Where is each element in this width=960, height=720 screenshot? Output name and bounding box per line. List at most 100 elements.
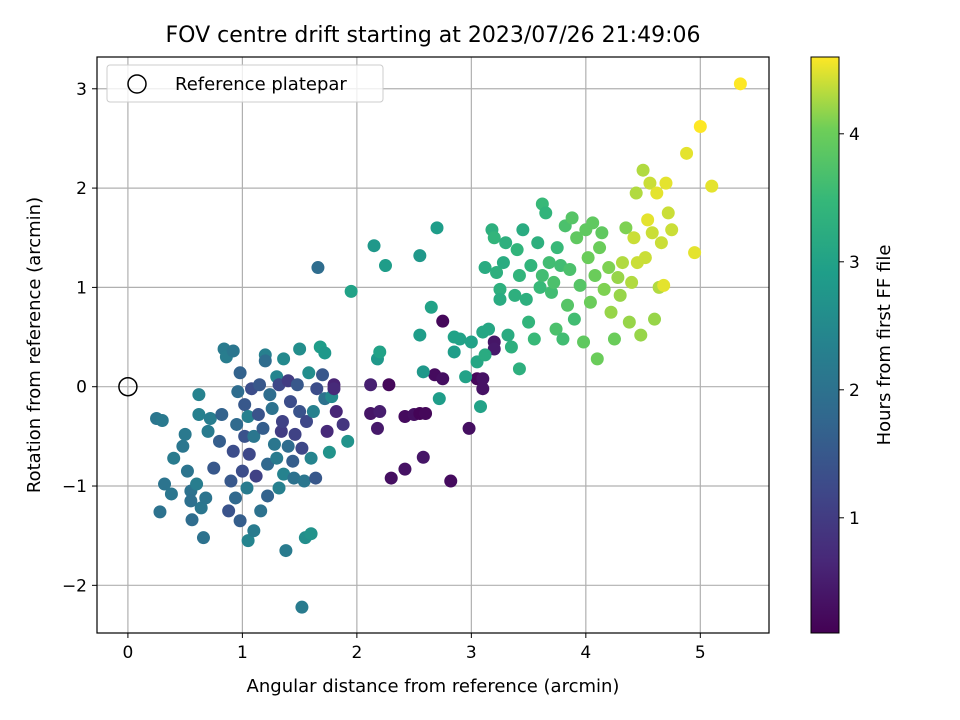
data-point [185, 513, 199, 527]
data-point [444, 474, 458, 488]
data-point [256, 421, 270, 435]
data-point [607, 332, 621, 346]
data-point [295, 600, 309, 614]
y-tick-label: 2 [76, 179, 87, 199]
data-point [277, 467, 291, 481]
data-point [254, 504, 268, 518]
data-point [508, 288, 522, 302]
data-point [233, 514, 247, 528]
y-tick-label: 1 [76, 278, 87, 298]
data-point [419, 407, 433, 421]
data-point [615, 256, 629, 270]
data-point [593, 241, 607, 255]
data-point [180, 464, 194, 478]
x-tick-label: 2 [351, 643, 362, 663]
data-point [487, 231, 501, 245]
y-tick-label: −2 [62, 576, 87, 596]
data-point [643, 176, 657, 190]
data-point [524, 259, 538, 273]
data-point [274, 424, 288, 438]
colorbar-label: Hours from first FF file [874, 245, 895, 446]
data-point [622, 315, 636, 329]
data-point [240, 481, 254, 495]
data-point [577, 335, 591, 349]
data-point [378, 259, 392, 273]
data-point [447, 330, 461, 344]
plot-frame [96, 56, 770, 634]
data-point [527, 332, 541, 346]
data-point [309, 471, 323, 485]
data-point [625, 275, 639, 289]
data-point [235, 464, 249, 478]
data-point [567, 312, 581, 326]
data-point [595, 226, 609, 240]
reference-platepar-marker [118, 376, 138, 397]
data-point [222, 504, 236, 518]
data-point [247, 524, 261, 538]
data-point [570, 231, 584, 245]
data-point [597, 282, 611, 296]
y-tick-label: −1 [62, 477, 87, 497]
y-tick-label: 0 [76, 378, 87, 398]
data-point [648, 312, 662, 326]
legend-label: Reference platepar [175, 74, 347, 95]
data-point [322, 445, 336, 459]
data-point [522, 315, 536, 329]
data-point [659, 176, 673, 190]
x-tick-label: 0 [122, 643, 133, 663]
data-point [272, 481, 286, 495]
data-point [496, 256, 510, 270]
data-point [542, 256, 556, 270]
data-point [277, 352, 291, 366]
colorbar-tick-label: 1 [849, 509, 860, 529]
data-point [413, 249, 427, 263]
data-point [519, 292, 533, 306]
data-point [178, 427, 192, 441]
data-point [327, 382, 341, 396]
data-point [382, 378, 396, 392]
data-point [436, 314, 450, 328]
data-point [586, 216, 600, 230]
data-point [638, 251, 652, 265]
data-point [229, 491, 243, 505]
data-point [261, 489, 275, 503]
data-point [588, 268, 602, 282]
y-tick-label: 3 [76, 80, 87, 100]
data-point [194, 501, 208, 515]
colorbar-tick-label: 2 [849, 381, 860, 401]
data-point [190, 477, 204, 491]
data-point [535, 268, 549, 282]
data-point [416, 365, 430, 379]
data-point [279, 544, 293, 558]
data-point [493, 292, 507, 306]
data-point [493, 282, 507, 296]
data-point [650, 186, 664, 200]
data-point [287, 471, 301, 485]
data-point [512, 268, 526, 282]
data-point [304, 451, 318, 465]
data-point [241, 534, 255, 548]
data-point [641, 213, 655, 227]
data-point [424, 300, 438, 314]
data-point [373, 405, 387, 419]
data-point [501, 328, 515, 342]
data-point [693, 120, 707, 134]
data-point [539, 206, 553, 220]
data-point [556, 332, 570, 346]
data-point [688, 246, 702, 260]
data-point [242, 447, 256, 461]
data-point [504, 340, 518, 354]
x-axis-label: Angular distance from reference (arcmin) [247, 676, 620, 697]
data-point [447, 345, 461, 359]
data-point [510, 243, 524, 257]
data-point [478, 261, 492, 275]
data-point [224, 474, 238, 488]
data-point [164, 487, 178, 501]
data-point [267, 437, 281, 451]
data-point [288, 427, 302, 441]
data-point [602, 261, 616, 275]
data-point [462, 421, 476, 435]
data-point [476, 372, 490, 386]
data-point [230, 417, 244, 431]
data-point [293, 405, 307, 419]
